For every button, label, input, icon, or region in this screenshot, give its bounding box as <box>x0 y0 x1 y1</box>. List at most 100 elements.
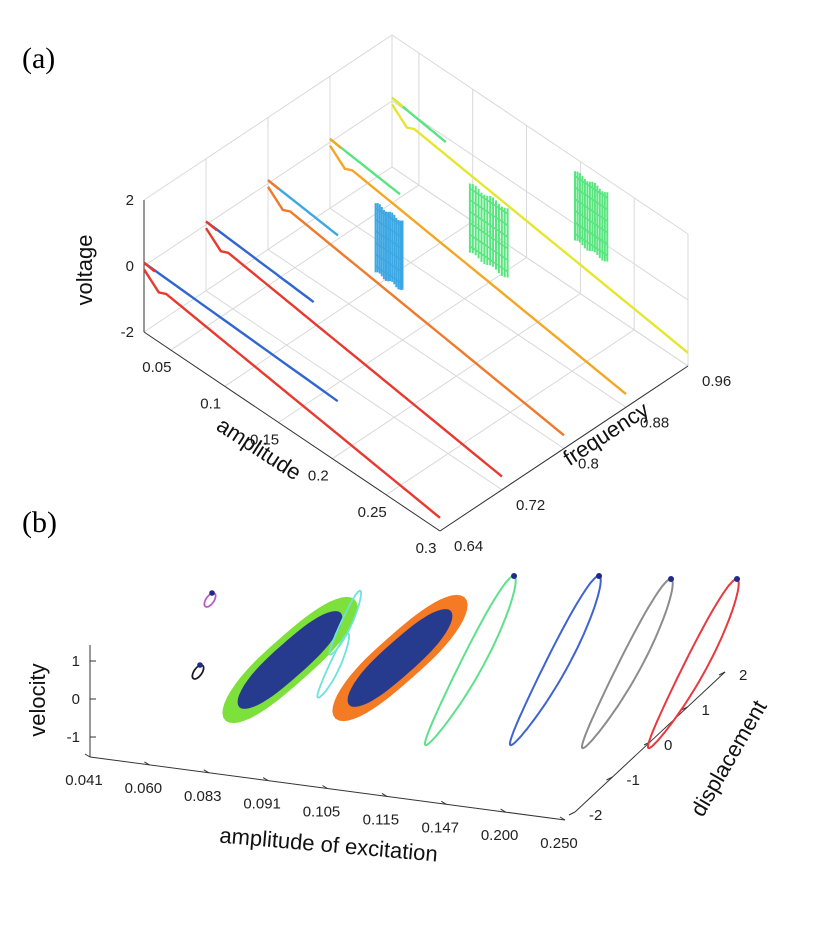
amplitude-of-excitation-tick: 0.083 <box>184 788 222 805</box>
amplitude-tick-mark <box>203 769 210 774</box>
chaotic-band-line <box>375 242 403 262</box>
poincare-marker <box>197 662 203 668</box>
amplitude-of-excitation-tick: 0.041 <box>65 772 103 789</box>
chaotic-band-line <box>469 210 509 238</box>
panel-a-grid <box>143 34 689 532</box>
orbit-line <box>424 574 517 747</box>
lower-branch-line <box>328 144 627 396</box>
chaotic-band-line <box>375 218 403 239</box>
chaotic-band-line <box>574 221 608 245</box>
chaotic-band-line <box>375 207 403 227</box>
amplitude-of-excitation-tick: 0.147 <box>421 819 459 836</box>
chaotic-band-line <box>469 222 509 250</box>
panel-b-ticks: 0.041 0.060 0.083 0.091 0.105 0.115 0.147 0.200… <box>65 653 747 852</box>
chaotic-band-line <box>574 198 608 222</box>
upper-branch-line <box>205 220 315 304</box>
chaotic-band-line <box>574 210 608 234</box>
attractor-inner <box>347 609 453 707</box>
poincare-marker <box>511 573 518 580</box>
amplitude-tick-mark <box>322 785 328 789</box>
amplitude-of-excitation-tick: 0.115 <box>363 811 399 828</box>
attractor-inner <box>237 611 343 709</box>
amplitude-tick: 0.05 <box>142 359 171 376</box>
displacement-tick: 0 <box>664 737 672 754</box>
branch-start-line <box>391 96 404 108</box>
displacement-tick-mark <box>718 671 726 676</box>
voltage-tick: 2 <box>126 192 134 209</box>
amplitude-tick: 0.3 <box>416 540 437 557</box>
displacement-tick-mark <box>606 776 613 781</box>
frequency-tick: 0.64 <box>454 538 483 555</box>
grid-line <box>143 100 393 267</box>
poincare-marker <box>668 576 675 583</box>
orbit-line <box>509 574 602 747</box>
frequency-tick: 0.72 <box>516 497 545 514</box>
panel-a-series <box>142 96 689 519</box>
upper-branch-line <box>143 261 339 403</box>
chaotic-band-line <box>574 233 608 257</box>
orbit-line <box>316 632 351 699</box>
amplitude-tick-mark <box>262 777 269 782</box>
frequency-axis-label: frequency <box>559 397 654 471</box>
amplitude-tick-mark <box>500 808 506 813</box>
velocity-tick: -1 <box>67 729 80 746</box>
chaotic-band-line <box>469 199 509 226</box>
amplitude-of-excitation-tick: 0.091 <box>243 796 281 813</box>
grid-line <box>391 100 689 301</box>
displacement-tick: -2 <box>589 807 602 824</box>
lower-branch-line <box>266 186 565 437</box>
voltage-axis-label: voltage <box>72 235 97 306</box>
orbit-line <box>328 589 363 656</box>
displacement-tick: -1 <box>627 772 640 789</box>
lower-branch-line <box>204 227 503 478</box>
amplitude-tick: 0.2 <box>308 468 329 485</box>
grid-line <box>391 34 689 235</box>
upper-branch-line <box>267 179 339 237</box>
chaotic-band-line <box>375 230 403 250</box>
branch-start-line <box>205 220 218 232</box>
velocity-tick: 0 <box>72 691 80 708</box>
chaotic-band-line <box>574 175 608 199</box>
amplitude-of-excitation-tick: 0.200 <box>481 827 519 844</box>
panel-b: (b) 0.041 0.060 0.083 0.091 0.105 0.115 0.147 0… <box>22 506 772 867</box>
amplitude-tick-mark <box>84 753 91 758</box>
panel-a-label: (a) <box>22 42 55 75</box>
amplitude-of-excitation-tick: 0.105 <box>303 804 341 821</box>
chaotic-band-line <box>469 245 509 273</box>
branch-start-line <box>267 179 280 191</box>
poincare-marker <box>734 576 741 583</box>
chaotic-band-line <box>469 187 509 215</box>
grid-line <box>267 249 565 449</box>
orbit-line <box>581 577 674 750</box>
displacement-tick: 1 <box>702 702 710 719</box>
branch-start-line <box>329 137 342 149</box>
amplitude-tick: 0.25 <box>358 504 387 521</box>
lower-branch-line <box>390 103 689 354</box>
frequency-tick: 0.8 <box>578 456 599 473</box>
chaotic-band-line <box>375 265 403 285</box>
chaotic-band-line <box>469 234 509 261</box>
amplitude-tick-mark <box>381 792 388 797</box>
amplitude-of-excitation-tick: 0.250 <box>540 835 578 852</box>
amplitude-of-excitation-axis-label: amplitude of excitation <box>219 823 439 867</box>
branch-start-line <box>143 261 156 273</box>
amplitude-tick: 0.15 <box>250 431 279 448</box>
frequency-tick: 0.88 <box>640 414 669 431</box>
voltage-tick: -2 <box>121 324 134 341</box>
amplitude-tick-mark <box>441 800 447 805</box>
frequency-tick: 0.96 <box>702 373 731 390</box>
displacement-tick-mark <box>568 811 576 816</box>
amplitude-of-excitation-tick: 0.060 <box>125 780 163 797</box>
amplitude-axis <box>143 331 441 532</box>
grid-line <box>391 166 689 367</box>
amplitude-axis-label: amplitude <box>212 412 306 485</box>
panel-a: (a) -2 0 2 0.05 0.1 0.15 0.2 0.25 0.3 0.64 0.72 0.8… <box>22 34 731 557</box>
amplitude-tick: 0.1 <box>200 395 221 412</box>
amplitude-tick-mark <box>559 816 566 821</box>
poincare-marker <box>596 573 603 580</box>
orbit-line <box>647 577 740 750</box>
grid-line <box>205 290 503 491</box>
panel-b-label: (b) <box>22 506 57 539</box>
displacement-axis-label: displacement <box>685 696 771 821</box>
